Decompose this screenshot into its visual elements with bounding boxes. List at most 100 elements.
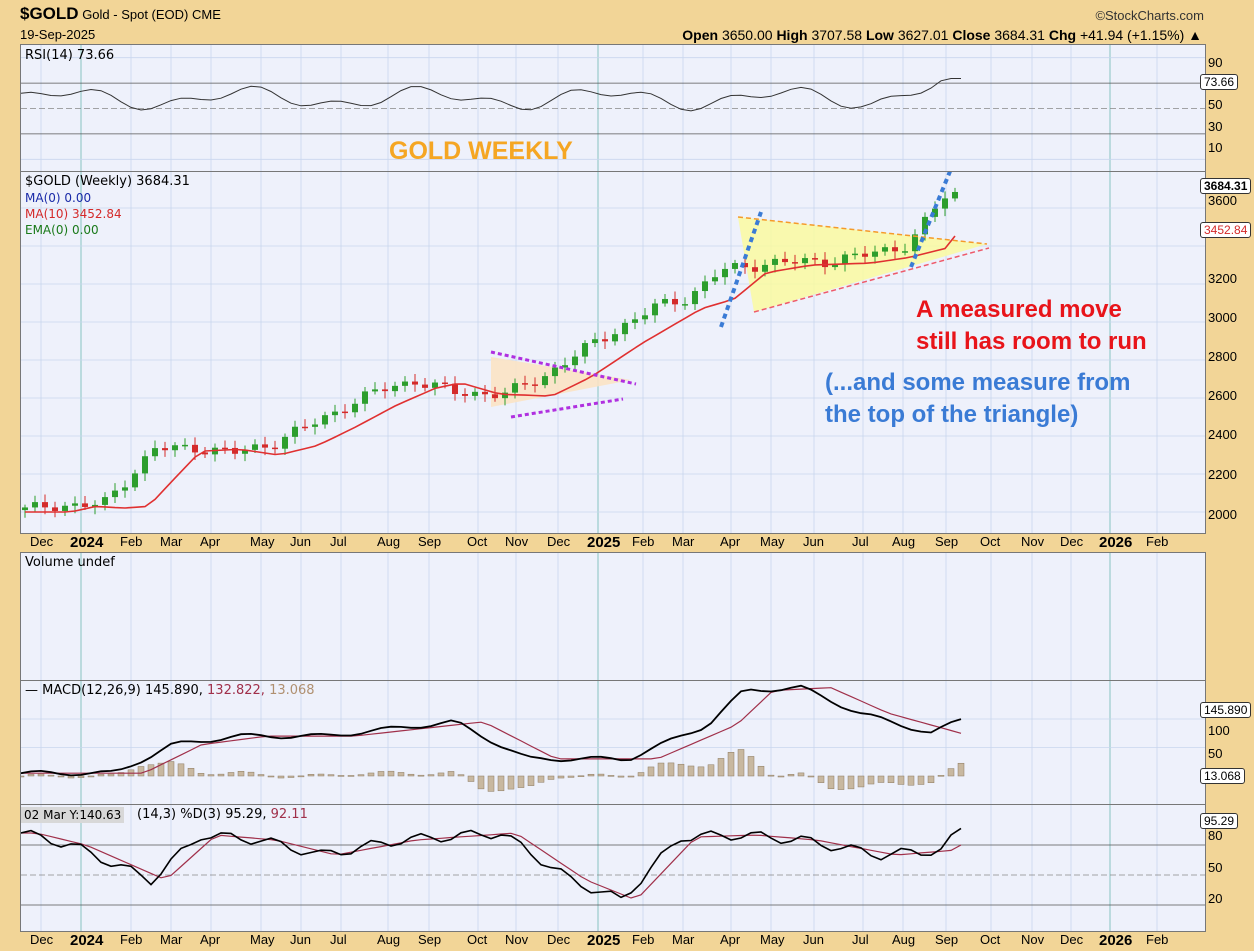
rsi-line: [21, 78, 961, 112]
macd-hist-bar: [617, 775, 625, 778]
macd-hist-bar: [427, 774, 435, 777]
macd-label: — MACD(12,26,9) 145.890, 132.822, 13.068: [25, 683, 315, 698]
macd-hist-bar: [457, 774, 465, 777]
volume-panel: Volume undef: [20, 552, 1206, 682]
annotation-triangle: the top of the triangle): [825, 401, 1079, 428]
candle-body: [232, 447, 238, 454]
month-label: Nov: [505, 932, 529, 947]
month-label: Jun: [803, 932, 824, 947]
macd-hist-bar: [857, 775, 865, 788]
macd-hist-bar: [437, 772, 445, 777]
macd-hist-bar: [157, 762, 165, 777]
candle-body: [22, 507, 28, 511]
macd-hist-bar: [827, 775, 835, 790]
month-label: Feb: [120, 534, 143, 549]
volume-label: Volume undef: [25, 555, 115, 570]
macd-hist-bar: [287, 775, 295, 778]
month-label: Mar: [160, 534, 183, 549]
macd-hist-bar: [87, 775, 95, 778]
candle-body: [472, 391, 478, 396]
ma0-label: MA(0) 0.00: [25, 191, 92, 205]
macd-hist-bar: [57, 775, 65, 778]
month-label: Dec: [1060, 932, 1084, 947]
rsi-tick: 90: [1208, 55, 1223, 70]
month-label: Jul: [852, 932, 869, 947]
macd-hist-bar: [907, 775, 915, 786]
candle-body: [732, 263, 738, 269]
candle-body: [502, 392, 508, 399]
macd-hist-bar: [337, 775, 345, 777]
macd-hist-bar: [277, 775, 285, 779]
candle-body: [812, 258, 818, 260]
candle-body: [82, 503, 88, 507]
annotation-measured-move: A measured move: [916, 296, 1122, 323]
macd-hist-bar: [517, 775, 525, 788]
low-label: Low: [865, 27, 894, 43]
month-label: Sep: [935, 932, 959, 947]
macd-hist-bar: [367, 772, 375, 777]
price-tick: 2200: [1208, 467, 1237, 482]
crosshair-tooltip: 02 Mar Y:140.63: [21, 807, 125, 823]
stoch-label: (14,3) %D(3) 95.29, 92.11: [137, 807, 308, 822]
macd-chart: [21, 681, 1205, 805]
month-label: 2024: [70, 534, 104, 551]
candle-body: [662, 298, 668, 304]
macd-hist-bar: [657, 762, 665, 777]
macd-hist-bar: [627, 775, 635, 778]
month-label: Feb: [120, 932, 143, 947]
month-label: Dec: [547, 534, 571, 549]
ma10-value-tag: 3452.84: [1200, 222, 1252, 238]
macd-hist-bar: [497, 775, 505, 792]
candle-body: [62, 505, 68, 511]
macd-panel: — MACD(12,26,9) 145.890, 132.822, 13.068: [20, 680, 1206, 806]
candle-body: [142, 456, 148, 474]
macd-hist-bar: [347, 775, 355, 777]
pennant-top-line: [490, 350, 637, 386]
candle-body: [242, 449, 248, 454]
macd-hist-label: 13.068: [269, 683, 315, 698]
macd-hist-bar: [957, 762, 965, 777]
exchange: CME: [192, 7, 221, 22]
candle-body: [782, 258, 788, 263]
macd-hist-bar: [477, 775, 485, 790]
candle-body: [862, 253, 868, 257]
month-label: Jul: [852, 534, 869, 549]
candle-body: [642, 315, 648, 320]
macd-hist-bar: [587, 773, 595, 777]
candle-body: [302, 426, 308, 429]
macd-hist-bar: [727, 752, 735, 777]
macd-hist-bar: [417, 774, 425, 777]
macd-hist-bar: [567, 775, 575, 778]
macd-hist-bar: [667, 762, 675, 777]
candle-body: [682, 304, 688, 306]
macd-hist-bar: [507, 775, 515, 790]
candle-body: [282, 436, 288, 449]
triangle-bottom-line: [753, 247, 990, 313]
macd-hist-bar: [887, 775, 895, 783]
rsi-panel: RSI(14) 73.66 GOLD WEEKLY: [20, 44, 1206, 173]
rsi-chart: [21, 45, 1205, 172]
high-value: 3707.58: [811, 27, 863, 43]
macd-hist-bar: [447, 771, 455, 777]
month-label: Aug: [892, 932, 916, 947]
macd-hist-bar: [767, 774, 775, 777]
month-label: Jul: [330, 932, 347, 947]
macd-hist-bar: [27, 774, 35, 777]
stoch-d-line: [21, 832, 962, 899]
month-label: Feb: [632, 932, 655, 947]
candle-body: [222, 447, 228, 450]
month-label: Oct: [467, 534, 488, 549]
candle-body: [522, 383, 528, 385]
triangle-pattern: [738, 217, 987, 312]
low-value: 3627.01: [897, 27, 949, 43]
macd-hist-bar: [807, 775, 815, 778]
month-label: Feb: [632, 534, 655, 549]
macd-hist-bar: [537, 775, 545, 783]
candle-body: [452, 383, 458, 395]
macd-tick: 50: [1208, 746, 1223, 761]
macd-hist-bar: [547, 775, 555, 780]
stoch-k-label: (14,3) %D(3) 95.29,: [137, 807, 271, 822]
macd-hist-bar: [557, 775, 565, 779]
macd-hist-bar: [257, 774, 265, 777]
candle-body: [152, 448, 158, 457]
